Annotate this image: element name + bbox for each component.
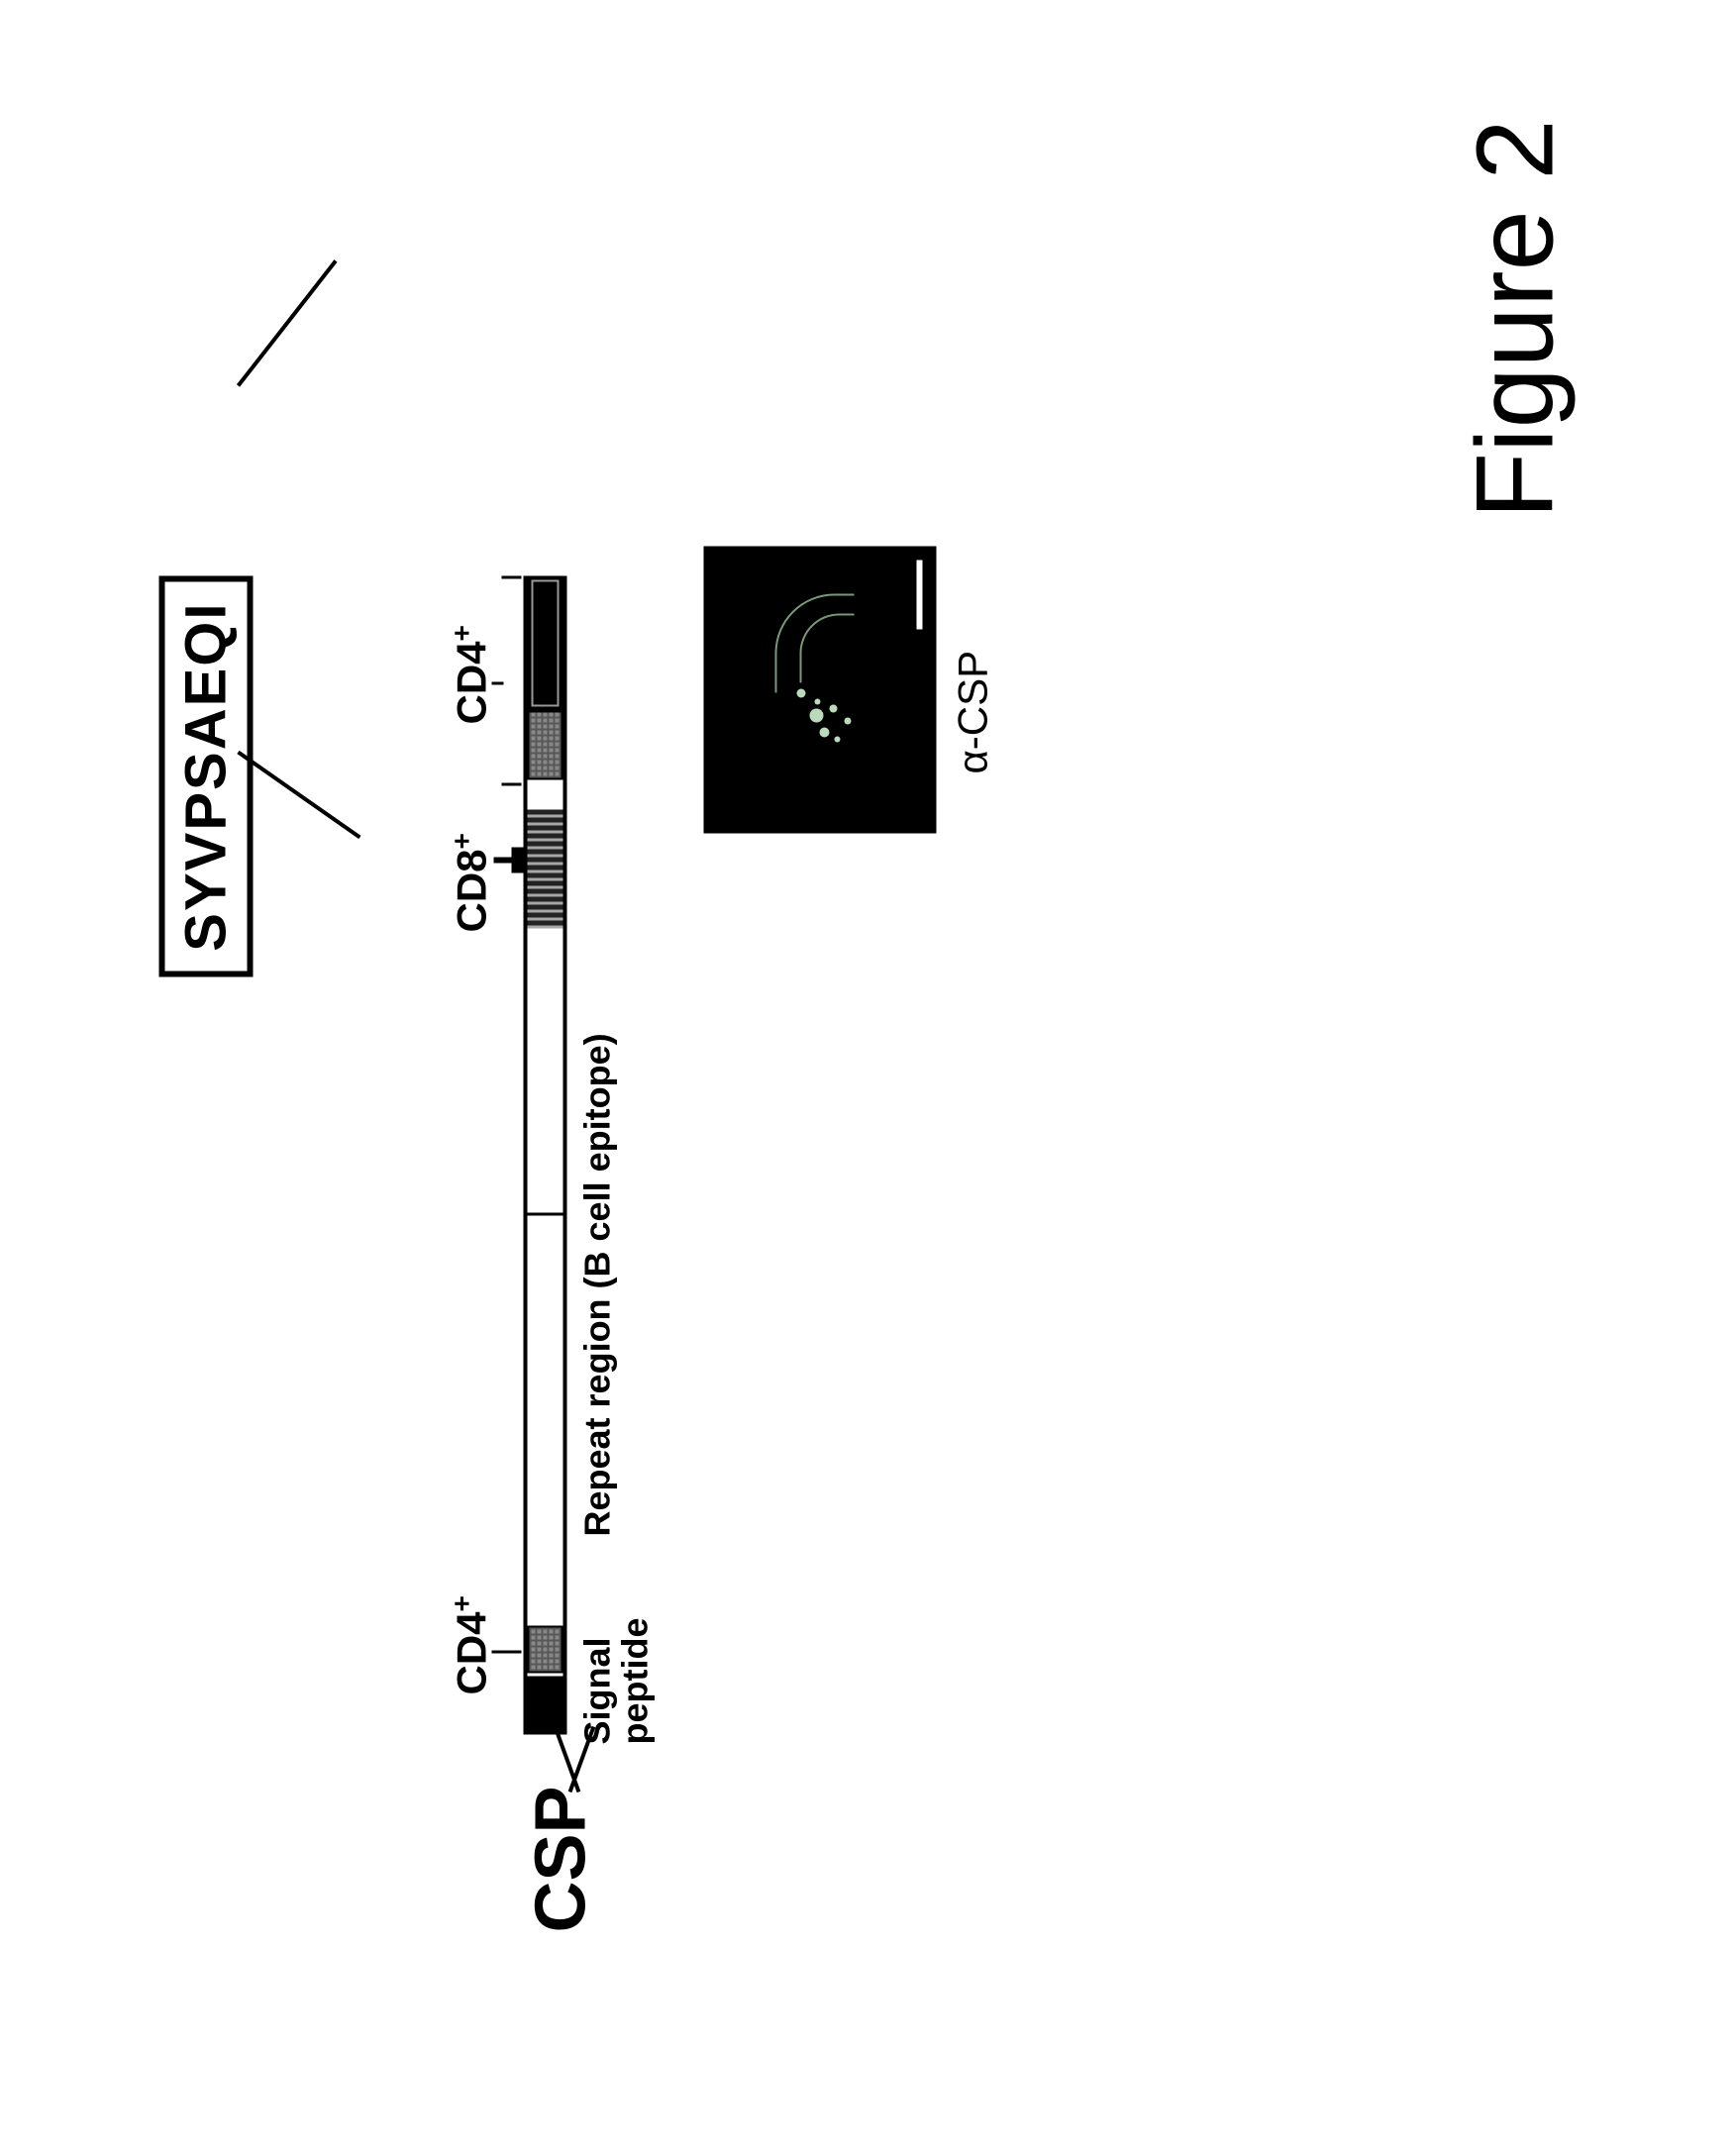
seg-repeat-region xyxy=(527,948,562,1621)
fluor-spot xyxy=(819,727,829,737)
scale-bar xyxy=(916,560,922,629)
seg-signal-peptide xyxy=(527,1676,562,1730)
microscopy-caption: α-CSP xyxy=(949,650,996,773)
seq-pointer-left xyxy=(237,750,360,838)
fluor-spot xyxy=(834,736,840,742)
cd4-right-bracket-stem xyxy=(491,681,503,684)
figure-caption: Figure 2 xyxy=(1452,119,1578,519)
seg-cd8-epitope xyxy=(527,809,562,928)
repeat-region-label: Repeat region (B cell epitope) xyxy=(578,1033,616,1536)
cd4-left-label: CD4+ xyxy=(446,1595,495,1694)
fluor-spot xyxy=(844,717,851,724)
seq-pointer-right xyxy=(236,259,337,387)
csp-title: CSP xyxy=(520,1786,601,1932)
cd8-text: CD8 xyxy=(448,849,494,932)
cd4-right-bracket xyxy=(501,575,521,785)
cd4-left-sup: + xyxy=(446,1595,476,1611)
fluor-spot xyxy=(809,708,823,722)
fluor-spot xyxy=(814,698,820,704)
cd4-left-pointer xyxy=(491,1650,521,1653)
cd4-right-sup: + xyxy=(446,625,476,641)
seg-mid-divider xyxy=(527,1212,562,1215)
protein-bar xyxy=(523,575,566,1734)
cd4-left-text: CD4 xyxy=(448,1611,494,1694)
microscopy-panel xyxy=(703,546,936,833)
rotated-frame: CSP SYVPSAEQI CD4+ CD8+ CD4+ xyxy=(0,0,1736,2150)
fluor-spot xyxy=(829,704,837,712)
cd4-right-text: CD4 xyxy=(448,641,494,724)
cd8-sup: + xyxy=(446,833,476,849)
seg-cterm-tail xyxy=(527,575,562,710)
signal-peptide-label: Signal peptide xyxy=(578,1617,654,1744)
signal-line2: peptide xyxy=(614,1617,655,1744)
seg-cd4-cterm xyxy=(527,710,562,779)
cd8-label: CD8+ xyxy=(446,833,495,932)
signal-line1: Signal xyxy=(576,1637,617,1744)
seg-gap xyxy=(527,779,562,809)
seg-cd4-nterm xyxy=(527,1625,562,1673)
cd4-right-label: CD4+ xyxy=(446,625,495,724)
sequence-box: SYVPSAEQI xyxy=(158,575,253,976)
